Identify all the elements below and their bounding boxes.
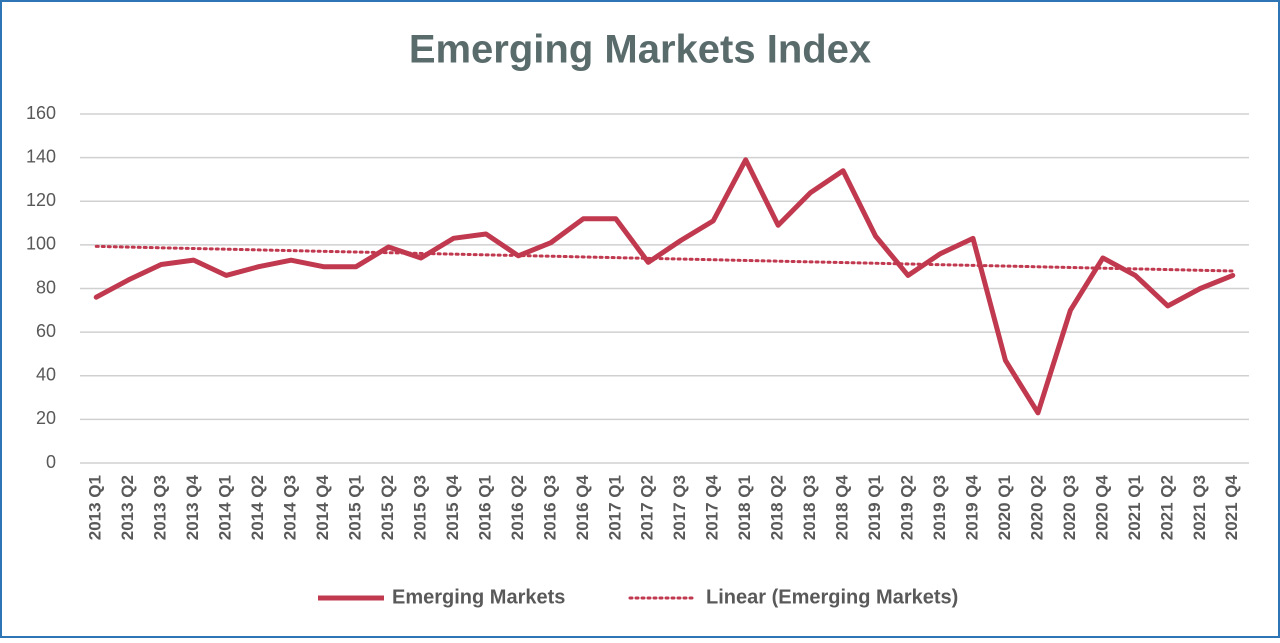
y-tick-label: 80	[36, 277, 56, 297]
x-tick-label: 2017 Q1	[605, 475, 624, 540]
x-tick-label: 2019 Q1	[865, 475, 884, 540]
x-tick-label: 2021 Q2	[1157, 475, 1176, 540]
y-tick-label: 40	[36, 365, 56, 385]
y-tick-label: 140	[26, 146, 56, 166]
y-tick-label: 0	[46, 452, 56, 472]
trendline	[94, 244, 1235, 273]
x-tick-label: 2013 Q3	[151, 475, 170, 540]
x-tick-label: 2019 Q4	[962, 474, 981, 540]
x-tick-label: 2020 Q2	[1027, 475, 1046, 540]
x-tick-label: 2017 Q2	[638, 475, 657, 540]
x-tick-label: 2014 Q3	[281, 475, 300, 540]
x-tick-label: 2018 Q1	[735, 475, 754, 540]
y-tick-label: 160	[26, 103, 56, 123]
x-tick-label: 2020 Q4	[1092, 474, 1111, 540]
x-tick-label: 2016 Q4	[573, 474, 592, 540]
y-tick-label: 120	[26, 190, 56, 210]
x-tick-label: 2016 Q1	[475, 475, 494, 540]
x-tick-label: 2019 Q3	[930, 475, 949, 540]
data-line	[93, 157, 1236, 416]
legend-label: Emerging Markets	[392, 586, 565, 608]
x-tick-label: 2021 Q3	[1190, 475, 1209, 540]
y-tick-label: 20	[36, 408, 56, 428]
x-tick-label: 2015 Q2	[378, 475, 397, 540]
x-tick-label: 2014 Q1	[216, 475, 235, 540]
x-tick-label: 2019 Q2	[898, 475, 917, 540]
x-tick-label: 2018 Q3	[800, 475, 819, 540]
x-tick-label: 2015 Q3	[410, 475, 429, 540]
x-tick-label: 2020 Q1	[995, 475, 1014, 540]
x-tick-label: 2017 Q4	[703, 474, 722, 540]
x-tick-label: 2016 Q3	[540, 475, 559, 540]
x-tick-label: 2015 Q4	[443, 474, 462, 540]
x-tick-label: 2015 Q1	[345, 475, 364, 540]
x-tick-label: 2021 Q1	[1125, 475, 1144, 540]
x-tick-label: 2013 Q2	[118, 475, 137, 540]
y-tick-label: 60	[36, 321, 56, 341]
x-tick-label: 2018 Q4	[833, 474, 852, 540]
x-tick-label: 2013 Q1	[86, 475, 105, 540]
x-tick-label: 2020 Q3	[1060, 475, 1079, 540]
x-tick-label: 2014 Q4	[313, 474, 332, 540]
y-tick-label: 100	[26, 234, 56, 254]
x-tick-label: 2013 Q4	[183, 474, 202, 540]
chart-title: Emerging Markets Index	[409, 28, 871, 72]
x-tick-label: 2021 Q4	[1222, 474, 1241, 540]
x-tick-label: 2017 Q3	[670, 475, 689, 540]
x-tick-label: 2018 Q2	[768, 475, 787, 540]
x-tick-label: 2016 Q2	[508, 475, 527, 540]
x-tick-label: 2014 Q2	[248, 475, 267, 540]
legend-label: Linear (Emerging Markets)	[706, 586, 958, 608]
